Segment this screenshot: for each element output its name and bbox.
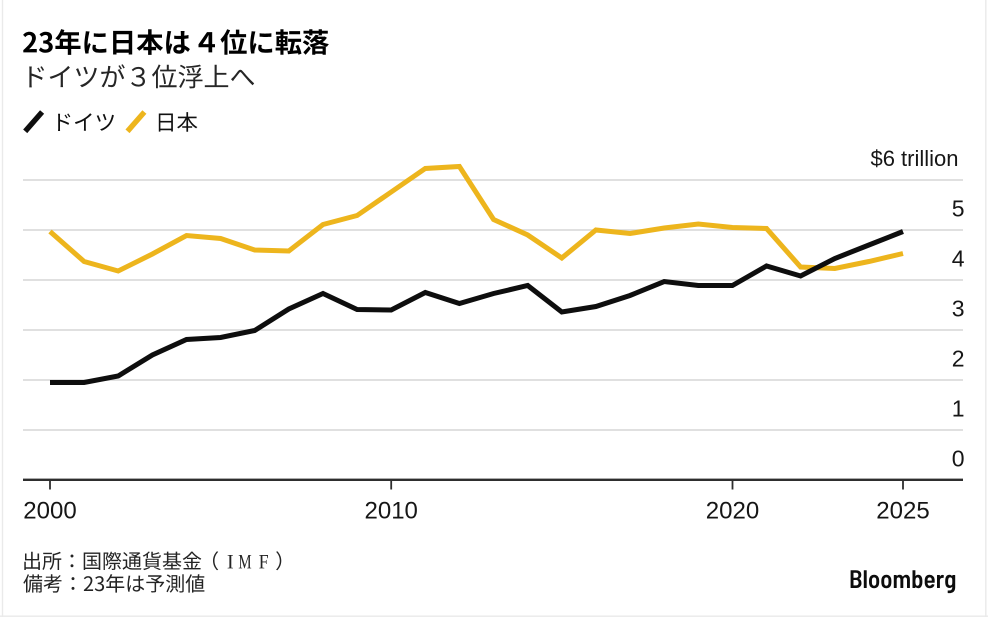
svg-text:1: 1 <box>952 396 965 422</box>
svg-text:5: 5 <box>952 196 965 222</box>
svg-text:3: 3 <box>952 296 965 322</box>
svg-text:2010: 2010 <box>365 498 418 525</box>
svg-text:2000: 2000 <box>23 498 76 525</box>
svg-text:2025: 2025 <box>876 498 929 525</box>
svg-text:2: 2 <box>952 346 965 372</box>
svg-text:0: 0 <box>952 446 965 472</box>
svg-text:2020: 2020 <box>706 498 759 525</box>
svg-text:$6 trillion: $6 trillion <box>870 146 958 171</box>
svg-text:4: 4 <box>952 246 965 272</box>
